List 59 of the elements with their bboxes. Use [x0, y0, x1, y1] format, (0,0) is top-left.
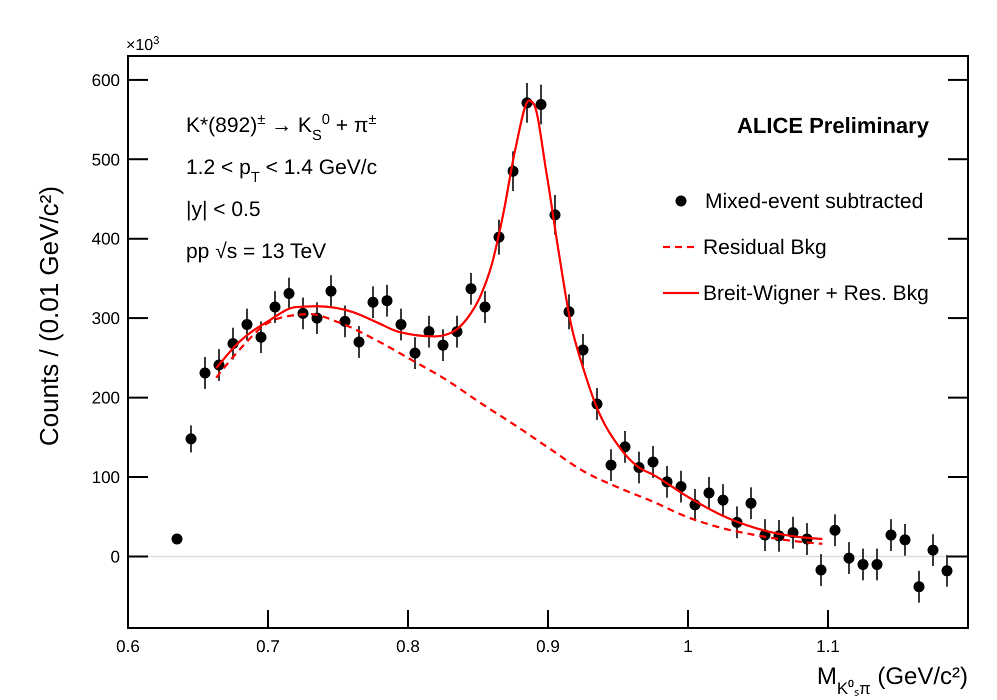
point — [186, 433, 196, 444]
point — [438, 340, 448, 351]
point — [326, 286, 336, 297]
y-tick-label: 100 — [92, 468, 120, 488]
point — [368, 296, 378, 308]
point — [704, 487, 714, 498]
annotation: 1.2 < p$_{T}$ < 1.4 GeV/c — [186, 156, 378, 186]
point — [900, 534, 910, 546]
point — [480, 302, 490, 313]
point — [256, 332, 266, 343]
annotation: |y| < 0.5 — [186, 198, 261, 221]
point — [200, 367, 210, 378]
x-axis-title: M$_{K⁰ₛπ}$ (GeV/c²) — [816, 663, 968, 698]
point — [284, 288, 294, 300]
point — [886, 530, 896, 541]
point — [410, 348, 420, 359]
x-tick-label: 0.6 — [116, 637, 140, 656]
point — [830, 524, 840, 536]
point — [270, 302, 280, 313]
point — [396, 319, 406, 330]
point — [382, 295, 392, 306]
text: ×10$^{3}$ — [126, 35, 160, 54]
point — [746, 498, 756, 509]
y-tick-label: 600 — [92, 70, 120, 90]
x-tick-label: 0.7 — [256, 637, 280, 656]
x-tick-label: 1 — [683, 637, 693, 656]
legend-label: Mixed-event subtracted — [705, 190, 924, 213]
annotation: pp √s = 13 TeV — [186, 240, 326, 263]
point — [676, 481, 686, 492]
y-tick-label: 400 — [92, 230, 120, 249]
point — [340, 316, 350, 327]
x-tick-label: 1.1 — [816, 637, 840, 656]
point — [242, 319, 252, 330]
y-tick-label: 0 — [110, 548, 120, 566]
y-tick-label: 200 — [92, 388, 120, 408]
point — [928, 544, 938, 556]
point — [172, 534, 182, 545]
x-tick-label: 0.9 — [536, 637, 560, 656]
point — [844, 552, 854, 564]
point — [816, 564, 826, 576]
point — [718, 494, 728, 506]
point — [578, 344, 588, 356]
y-tick-label: 300 — [92, 309, 120, 328]
point — [914, 581, 924, 592]
legend-label: Residual Bkg — [703, 236, 827, 259]
x-tick-label: 0.8 — [396, 637, 420, 656]
point — [858, 558, 868, 570]
point — [648, 456, 658, 468]
point — [466, 283, 476, 294]
annotation: K*(892)$^{±}$ → K$_{S}$$^{0}$ + π$^{±}$ — [186, 112, 376, 144]
point — [872, 558, 882, 570]
annotation: ALICE Preliminary — [737, 113, 930, 138]
y-tick-label: 500 — [92, 150, 120, 170]
point — [606, 460, 616, 471]
point — [942, 565, 952, 576]
legend-label: Breit-Wigner + Res. Bkg — [703, 282, 929, 305]
point — [354, 336, 364, 348]
y-axis-title: Counts / (0.01 GeV/c²) — [34, 186, 64, 446]
point — [536, 98, 546, 110]
